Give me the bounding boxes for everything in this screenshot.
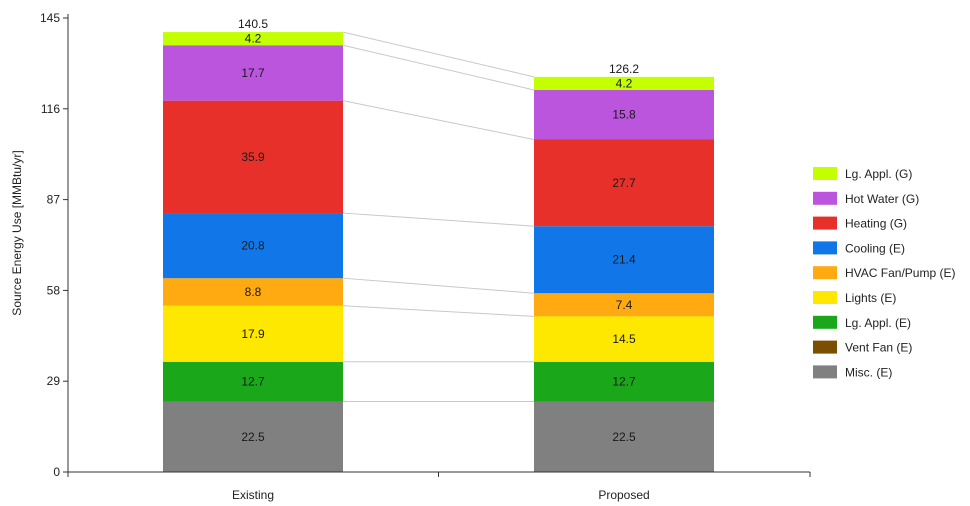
bar-segment-label: 27.7 [612,176,636,190]
bar-segment-label: 12.7 [241,375,265,389]
legend-swatch [813,365,837,379]
legend-swatch [813,266,837,280]
legend-swatch [813,167,837,180]
bar-segment [534,139,714,227]
legend-entry-label: Lg. Appl. (E) [845,316,911,330]
bar-segment-label: 4.2 [616,76,633,90]
bar-segment [534,90,714,140]
y-tick-label: 87 [47,193,61,207]
axes-group: 0 29 58 87 116 145 Existing Proposed [40,11,811,502]
legend-entry-label: Cooling (E) [845,241,905,255]
bar-segment-label: 22.5 [241,430,265,444]
legend-entry-label: Lights (E) [845,291,896,305]
legend-entry-label: Hot Water (G) [845,192,919,206]
bar-segment-label: 17.7 [241,66,265,80]
connector-line [342,305,535,317]
bar-total-label: 126.2 [609,62,639,76]
bar-segment-label: 14.5 [612,332,636,346]
y-tick-label: 0 [53,465,60,479]
connector-line [342,44,535,91]
bar-segment-label: 15.8 [612,108,636,122]
bar-segment [534,293,714,317]
bar-segment [534,76,714,91]
bar-total-label: 140.5 [238,17,268,31]
bar-segment [163,100,343,214]
x-category-label: Proposed [598,488,649,502]
bar-segment [163,401,343,472]
bar-segment [534,226,714,294]
bar-segment [163,45,343,101]
legend-swatch [813,241,837,255]
bar-segment-label: 4.2 [245,32,262,46]
bar-segment-label: 17.9 [241,327,265,341]
legend: Lg. Appl. (G) Hot Water (G) Heating (G) Coo… [813,167,955,379]
bar-segment-label: 35.9 [241,150,265,164]
connector-line [342,277,535,294]
legend-swatch [813,216,837,230]
connector-line [342,212,535,227]
connector-line [342,31,535,78]
bar-segment [534,401,714,472]
x-category-label: Existing [232,488,274,502]
legend-entry-label: Heating (G) [845,217,907,231]
legend-swatch [813,315,837,329]
y-tick-label: 58 [47,283,61,297]
bar-segment-label: 12.7 [612,375,636,389]
bar-segment [163,278,343,306]
bar-segment-label: 7.4 [616,298,633,312]
bar-segment [163,213,343,279]
y-axis-label: Source Energy Use [MMBtu/yr] [10,150,24,315]
bar-segment [534,316,714,362]
bar-segment-label: 22.5 [612,430,636,444]
bar-segment [163,305,343,362]
bars-group: 22.512.717.98.820.835.917.74.2140.522.51… [163,17,714,472]
connector-lines [342,31,535,403]
legend-swatch [813,340,837,354]
legend-entry-label: Lg. Appl. (G) [845,167,912,181]
legend-swatch [813,191,837,205]
legend-entry-label: Misc. (E) [845,365,892,379]
connector-line [342,100,535,140]
bar-segment [534,361,714,402]
legend-swatch [813,291,837,304]
bar-segment [163,361,343,402]
bar-segment [163,32,343,46]
bar-segment-label: 8.8 [245,285,262,299]
y-tick-label: 145 [40,11,60,25]
legend-entry-label: HVAC Fan/Pump (E) [845,266,955,280]
y-tick-label: 29 [47,374,61,388]
y-tick-label: 116 [41,102,60,116]
bar-segment-label: 20.8 [241,239,265,253]
legend-entry-label: Vent Fan (E) [845,341,912,355]
bar-segment-label: 21.4 [612,253,636,267]
